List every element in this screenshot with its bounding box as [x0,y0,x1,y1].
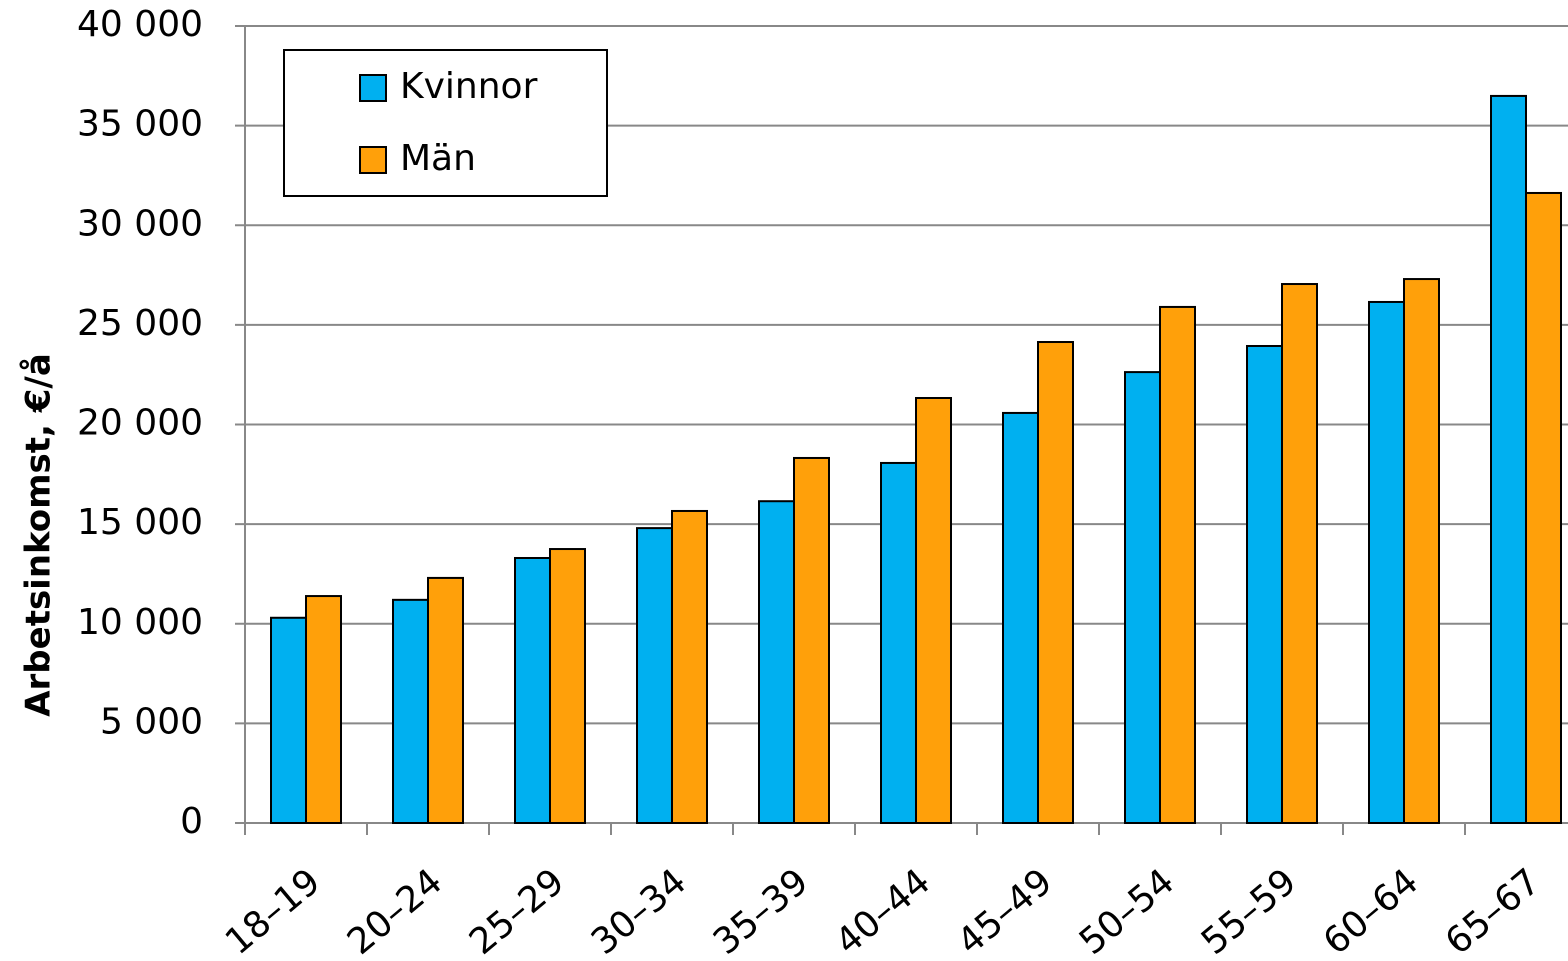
bar [392,598,429,825]
bar [1281,283,1318,824]
bar [671,509,708,824]
y-tick-label: 30 000 [77,203,203,244]
bar [793,456,830,824]
x-tick-label: 40–44 [828,861,938,961]
y-tick-label: 5 000 [100,701,203,742]
bar [880,461,917,824]
x-tick-label: 30–34 [584,861,694,961]
bar [758,500,795,824]
bar [1159,305,1196,824]
bar [1403,278,1440,824]
x-tick-label: 55–59 [1194,861,1304,961]
y-tick-label: 35 000 [77,104,203,145]
y-tick-label: 10 000 [77,602,203,643]
bar [1037,341,1074,824]
x-tick-label: 20–24 [340,861,450,961]
bar [1124,371,1161,824]
bar [305,595,342,825]
x-tick-label: 35–39 [706,861,816,961]
bar [1368,300,1405,824]
bar [636,527,673,824]
y-tick-label: 40 000 [77,4,203,45]
bar [1246,344,1283,824]
x-tick-label: 50–54 [1072,861,1182,961]
y-axis-label: Arbetsinkomst, €/å [19,353,59,717]
legend-box [283,49,608,197]
bar [915,396,952,824]
bar [1490,94,1527,824]
bar [1525,191,1562,824]
x-tick-label: 25–29 [462,861,572,961]
x-tick-label: 60–64 [1316,861,1426,961]
y-tick-label: 20 000 [77,403,203,444]
x-tick-label: 45–49 [950,861,1060,961]
bar [514,556,551,824]
bar [427,576,464,824]
y-tick-label: 25 000 [77,303,203,344]
x-tick-label: 18–19 [218,861,328,961]
y-tick-label: 0 [180,801,203,842]
bar [1002,411,1039,824]
legend-swatch [359,146,387,174]
legend-label: Kvinnor [400,66,538,107]
bar [549,548,586,824]
y-tick-label: 15 000 [77,502,203,543]
legend-swatch [359,74,387,102]
x-tick-label: 65–67 [1438,861,1548,961]
legend-label: Män [400,138,476,179]
bar [270,616,307,825]
